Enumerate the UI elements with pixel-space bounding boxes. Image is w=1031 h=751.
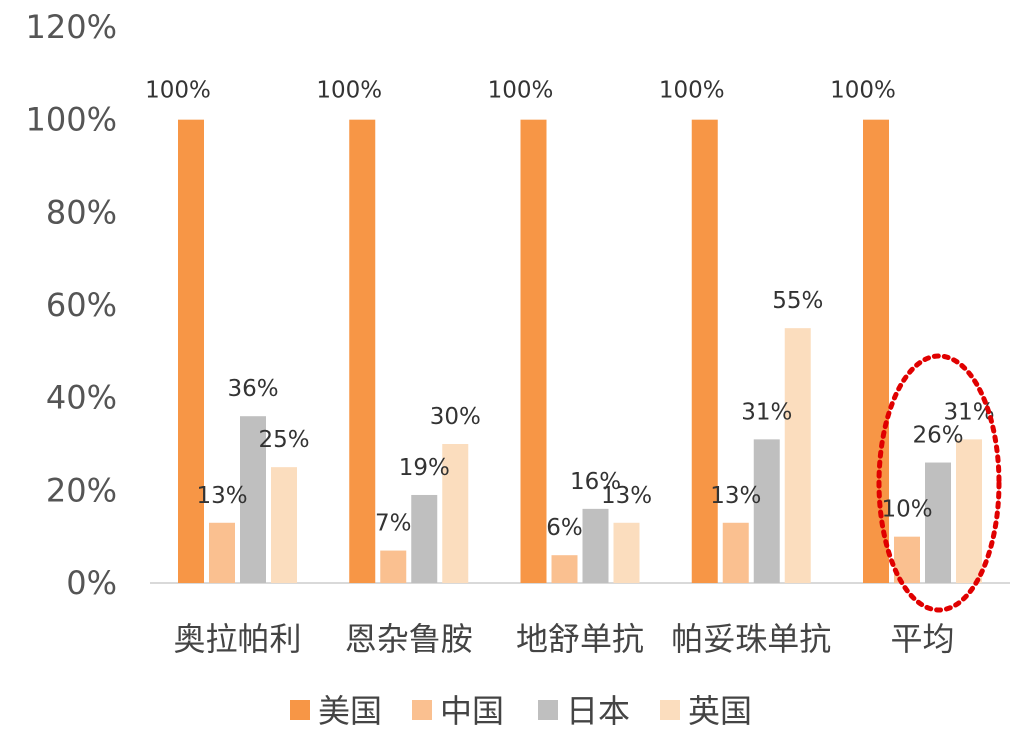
data-label: 26% (912, 423, 963, 449)
legend-item: 英国 (660, 692, 752, 730)
legend-swatch (290, 700, 310, 720)
legend-swatch (412, 700, 432, 720)
data-label: 100% (830, 78, 896, 104)
data-label: 7% (375, 511, 412, 537)
y-axis-ticks: 0% 20% 40% 60% 80% 100% 120% (26, 8, 117, 602)
data-label: 25% (258, 427, 309, 453)
data-label: 10% (881, 497, 932, 523)
data-label: 13% (710, 483, 761, 509)
data-label: 55% (772, 288, 823, 314)
data-label: 100% (659, 78, 725, 104)
legend-label: 英国 (688, 692, 752, 730)
legend-item: 美国 (290, 692, 382, 730)
bar (613, 522, 640, 583)
bar (240, 416, 266, 583)
category-label: 帕妥珠单抗 (671, 620, 831, 658)
data-label: 100% (488, 78, 554, 104)
bar (271, 467, 297, 583)
category-label: 奥拉帕利 (173, 620, 301, 658)
bar (582, 508, 609, 583)
category-label: 恩杂鲁胺 (345, 620, 473, 658)
category-labels: 奥拉帕利 恩杂鲁胺 地舒单抗 帕妥珠单抗 平均 (173, 620, 954, 658)
data-label: 19% (399, 455, 450, 481)
bar (209, 522, 235, 583)
bars-group (178, 119, 982, 584)
y-tick-label: 20% (46, 471, 117, 509)
y-tick-label: 100% (26, 101, 117, 139)
bar (753, 439, 780, 583)
bar (380, 550, 407, 583)
legend: 美国 中国 日本 英国 (290, 692, 752, 730)
data-label: 100% (145, 78, 211, 104)
bar (894, 536, 920, 583)
bar (956, 439, 982, 583)
data-label: 100% (316, 78, 382, 104)
legend-item: 日本 (538, 692, 630, 730)
bar (691, 119, 718, 584)
data-label: 30% (430, 404, 481, 430)
bar (863, 119, 889, 584)
data-label: 13% (601, 483, 652, 509)
data-label: 13% (196, 483, 247, 509)
y-tick-label: 80% (46, 193, 117, 231)
legend-swatch (660, 700, 680, 720)
y-tick-label: 40% (46, 379, 117, 417)
data-label: 31% (741, 399, 792, 425)
bar (925, 462, 951, 583)
bar (178, 119, 204, 584)
bar (442, 444, 469, 583)
legend-label: 中国 (440, 692, 504, 730)
average-highlight-ellipse (876, 353, 1002, 613)
data-label: 36% (227, 376, 278, 402)
data-label: 16% (570, 469, 621, 495)
y-tick-label: 0% (66, 564, 117, 602)
legend-swatch (538, 700, 558, 720)
bar (520, 119, 547, 584)
legend-label: 美国 (318, 692, 382, 730)
bar (551, 555, 578, 583)
bar (411, 494, 438, 583)
bar (349, 119, 376, 584)
category-label: 平均 (890, 620, 954, 658)
bar (784, 328, 811, 583)
category-label: 地舒单抗 (516, 620, 644, 658)
legend-label: 日本 (566, 692, 630, 730)
data-label: 6% (546, 515, 583, 541)
bar (722, 522, 749, 583)
y-tick-label: 60% (46, 286, 117, 324)
y-tick-label: 120% (26, 8, 117, 46)
data-labels-group: 100% 100% 100% 100% 100% 13% 7% 6% 13% 10% 36% 19% 1… (145, 78, 994, 542)
legend-item: 中国 (412, 692, 504, 730)
